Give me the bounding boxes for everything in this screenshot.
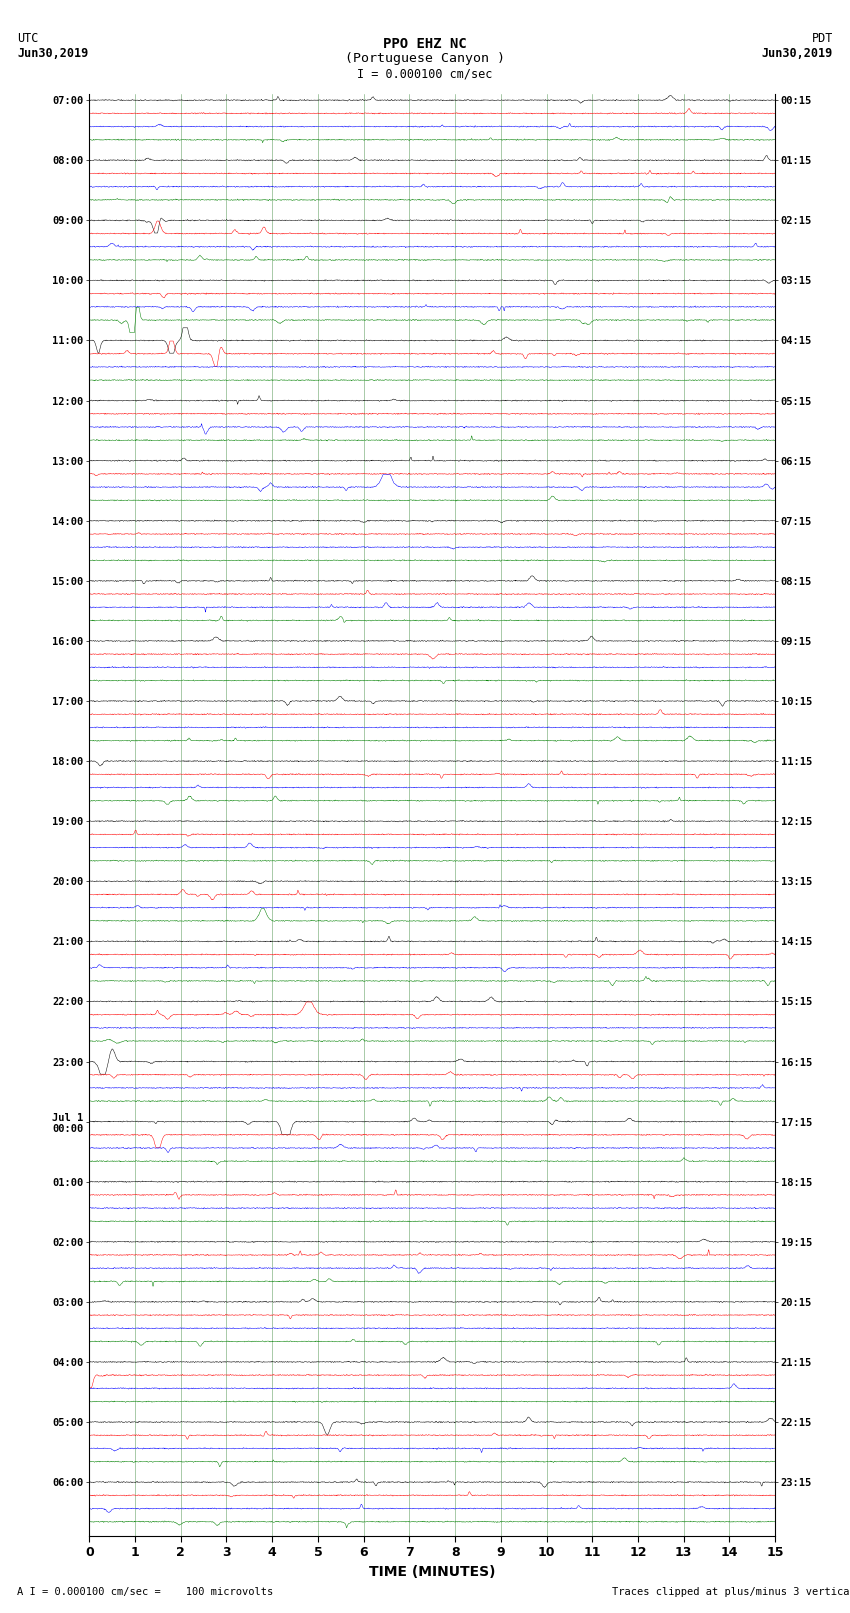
Text: PPO EHZ NC: PPO EHZ NC — [383, 37, 467, 52]
Text: (Portuguese Canyon ): (Portuguese Canyon ) — [345, 52, 505, 65]
Text: A I = 0.000100 cm/sec =    100 microvolts: A I = 0.000100 cm/sec = 100 microvolts — [17, 1587, 273, 1597]
Text: Jun30,2019: Jun30,2019 — [762, 47, 833, 60]
Text: PDT: PDT — [812, 32, 833, 45]
Text: I = 0.000100 cm/sec: I = 0.000100 cm/sec — [357, 68, 493, 81]
Text: Jun30,2019: Jun30,2019 — [17, 47, 88, 60]
Text: Traces clipped at plus/minus 3 vertical divisions: Traces clipped at plus/minus 3 vertical … — [612, 1587, 850, 1597]
Text: UTC: UTC — [17, 32, 38, 45]
X-axis label: TIME (MINUTES): TIME (MINUTES) — [369, 1565, 496, 1579]
